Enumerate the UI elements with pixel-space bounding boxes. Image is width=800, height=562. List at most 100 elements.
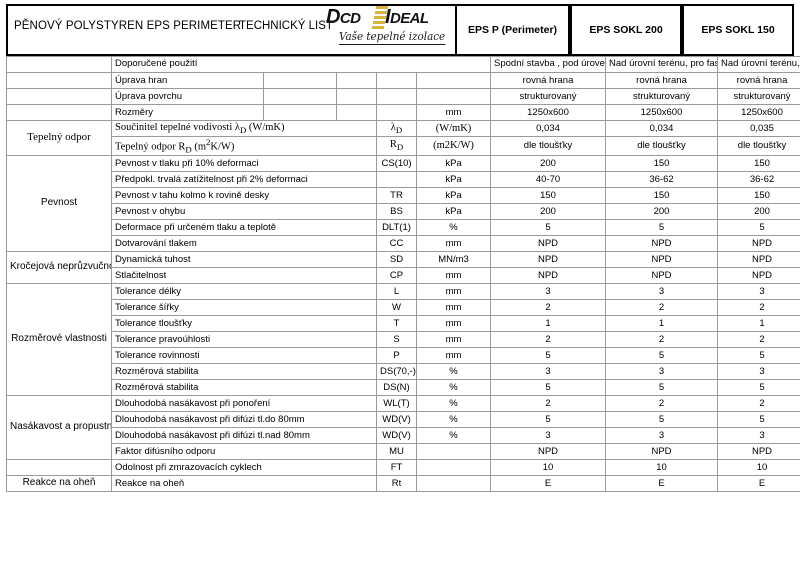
property-name: Pevnost v tlaku při 10% deformaci: [111, 154, 377, 172]
row-category-label: Pevnost: [6, 154, 112, 252]
value-cell-col1: 3: [490, 362, 607, 380]
spacer-cell: [263, 72, 337, 89]
value-cell-col3: 36-62: [717, 170, 800, 188]
row-category-label: Rozměrové vlastnosti: [6, 282, 112, 396]
property-unit: MN/m3: [415, 250, 492, 268]
property-symbol: SD: [376, 250, 417, 268]
value-cell-col1: 10: [490, 458, 607, 476]
table-row: Odolnost při zmrazovacích cyklech FT 10 10 1…: [6, 458, 800, 476]
property-unit: mm: [415, 298, 492, 316]
table-row: Dlouhodobá nasákavost při difúzi tl.nad …: [7, 426, 800, 444]
value-cell-col3: 3: [717, 362, 800, 380]
property-unit: (m2K/W): [415, 136, 492, 156]
table-row: Doporučené použití Spodní stavba , pod úr…: [6, 56, 800, 73]
value-cell-col2: 1250x600: [605, 104, 719, 121]
property-name: Faktor difúsního odporu: [111, 442, 377, 460]
value-cell-col1: 3: [490, 282, 607, 300]
property-name: Reakce na oheň: [111, 474, 377, 492]
table-row: Tepelný odpor RD (m2K/W) RD (m2K/W) dle tlo…: [7, 136, 800, 156]
value-cell-col2: 10: [605, 458, 719, 476]
table-row: Kročejová neprůzvučnost Dynamická tuhost S…: [6, 250, 800, 284]
property-symbol: DS(70,-): [376, 362, 417, 380]
property-symbol: [376, 104, 417, 121]
property-symbol: BS: [376, 202, 417, 220]
value-cell-col2: 2: [605, 298, 719, 316]
table-row: Faktor difúsního odporu MU NPD NPD NPD: [7, 442, 800, 460]
table-row: Dlouhodobá nasákavost při difúzi tl.do 8…: [7, 410, 800, 428]
value-cell-col2: 5: [605, 218, 719, 236]
value-cell-col3: 150: [717, 154, 800, 172]
table-row: Rozměrová stabilita DS(N)% 5 5 5: [7, 378, 800, 396]
property-unit: kPa: [415, 170, 492, 188]
property-unit: kPa: [415, 154, 492, 172]
property-unit: mm: [415, 314, 492, 332]
property-name: Rozměrová stabilita: [111, 362, 377, 380]
property-symbol: λD: [376, 120, 417, 137]
product-column-header-3: EPS SOKL 150: [682, 4, 794, 56]
property-symbol: [376, 88, 417, 105]
row-category-label: Kročejová neprůzvučnost: [6, 250, 112, 284]
value-cell-col1: 3: [490, 426, 607, 444]
property-symbol: MU: [376, 442, 417, 460]
value-cell-col3: strukturovaný: [717, 88, 800, 105]
value-cell-col1: 200: [490, 202, 607, 220]
logo-tagline: Vaše tepelné izolace: [339, 30, 446, 45]
property-symbol: CC: [376, 234, 417, 252]
title-bar: PĚNOVÝ POLYSTYREN EPS PERIMETER TECHNICK…: [6, 4, 794, 56]
property-symbol: W: [376, 298, 417, 316]
property-name: Dynamická tuhost: [111, 250, 377, 268]
property-unit: [415, 88, 492, 105]
property-unit: %: [415, 362, 492, 380]
value-cell-col2: 3: [605, 426, 719, 444]
spacer-cell: [263, 104, 337, 121]
value-cell-col2: 1: [605, 314, 719, 332]
table-row: Úprava hran rovná hrana rovná hrana rovná h…: [6, 72, 800, 89]
value-cell-col3: Nad úrovní terénu, pro fasádní systém v …: [717, 56, 800, 73]
property-symbol: FT: [376, 458, 417, 476]
property-unit: mm: [415, 346, 492, 364]
property-symbol: TR: [376, 186, 417, 204]
property-name: Stlačitelnost: [111, 266, 377, 284]
value-cell-col2: 2: [605, 394, 719, 412]
value-cell-col3: dle tloušťky: [717, 136, 800, 156]
value-cell-col2: NPD: [605, 234, 719, 252]
value-cell-col1: rovná hrana: [490, 72, 607, 89]
property-unit: %: [415, 378, 492, 396]
property-unit: kPa: [415, 202, 492, 220]
property-unit: %: [415, 426, 492, 444]
property-unit: mm: [415, 282, 492, 300]
row-category-label: [6, 88, 112, 105]
value-cell-col1: NPD: [490, 266, 607, 284]
row-category-label: [6, 56, 112, 73]
property-symbol: T: [376, 314, 417, 332]
value-cell-col1: dle tloušťky: [490, 136, 607, 156]
value-cell-col3: 3: [717, 282, 800, 300]
value-cell-col2: E: [605, 474, 719, 492]
property-unit: %: [415, 218, 492, 236]
property-symbol: WD(V): [376, 426, 417, 444]
value-cell-col1: 150: [490, 186, 607, 204]
row-category-label: [6, 458, 112, 476]
property-unit: %: [415, 394, 492, 412]
value-cell-col2: strukturovaný: [605, 88, 719, 105]
property-symbol: DLT(1): [376, 218, 417, 236]
property-name: Tolerance délky: [111, 282, 377, 300]
value-cell-col3: rovná hrana: [717, 72, 800, 89]
table-row: Rozměrová stabilita DS(70,-)% 3 3 3: [7, 362, 800, 380]
value-cell-col3: 0,035: [717, 120, 800, 137]
value-cell-col2: dle tloušťky: [605, 136, 719, 156]
row-category-label: [6, 72, 112, 89]
property-name: Předpokl. trvalá zatížitelnost při 2% de…: [111, 170, 377, 188]
property-symbol: CP: [376, 266, 417, 284]
value-cell-col1: 2: [490, 330, 607, 348]
property-name: Deformace při určeném tlaku a teplotě: [111, 218, 377, 236]
value-cell-col1: strukturovaný: [490, 88, 607, 105]
spacer-cell: [336, 104, 377, 121]
value-cell-col2: 150: [605, 154, 719, 172]
table-row: Reakce na oheň Reakce na oheň Rt E E E: [6, 474, 800, 492]
property-name: Dlouhodobá nasákavost při difúzi tl.do 8…: [111, 410, 377, 428]
property-name: Odolnost při zmrazovacích cyklech: [111, 458, 377, 476]
